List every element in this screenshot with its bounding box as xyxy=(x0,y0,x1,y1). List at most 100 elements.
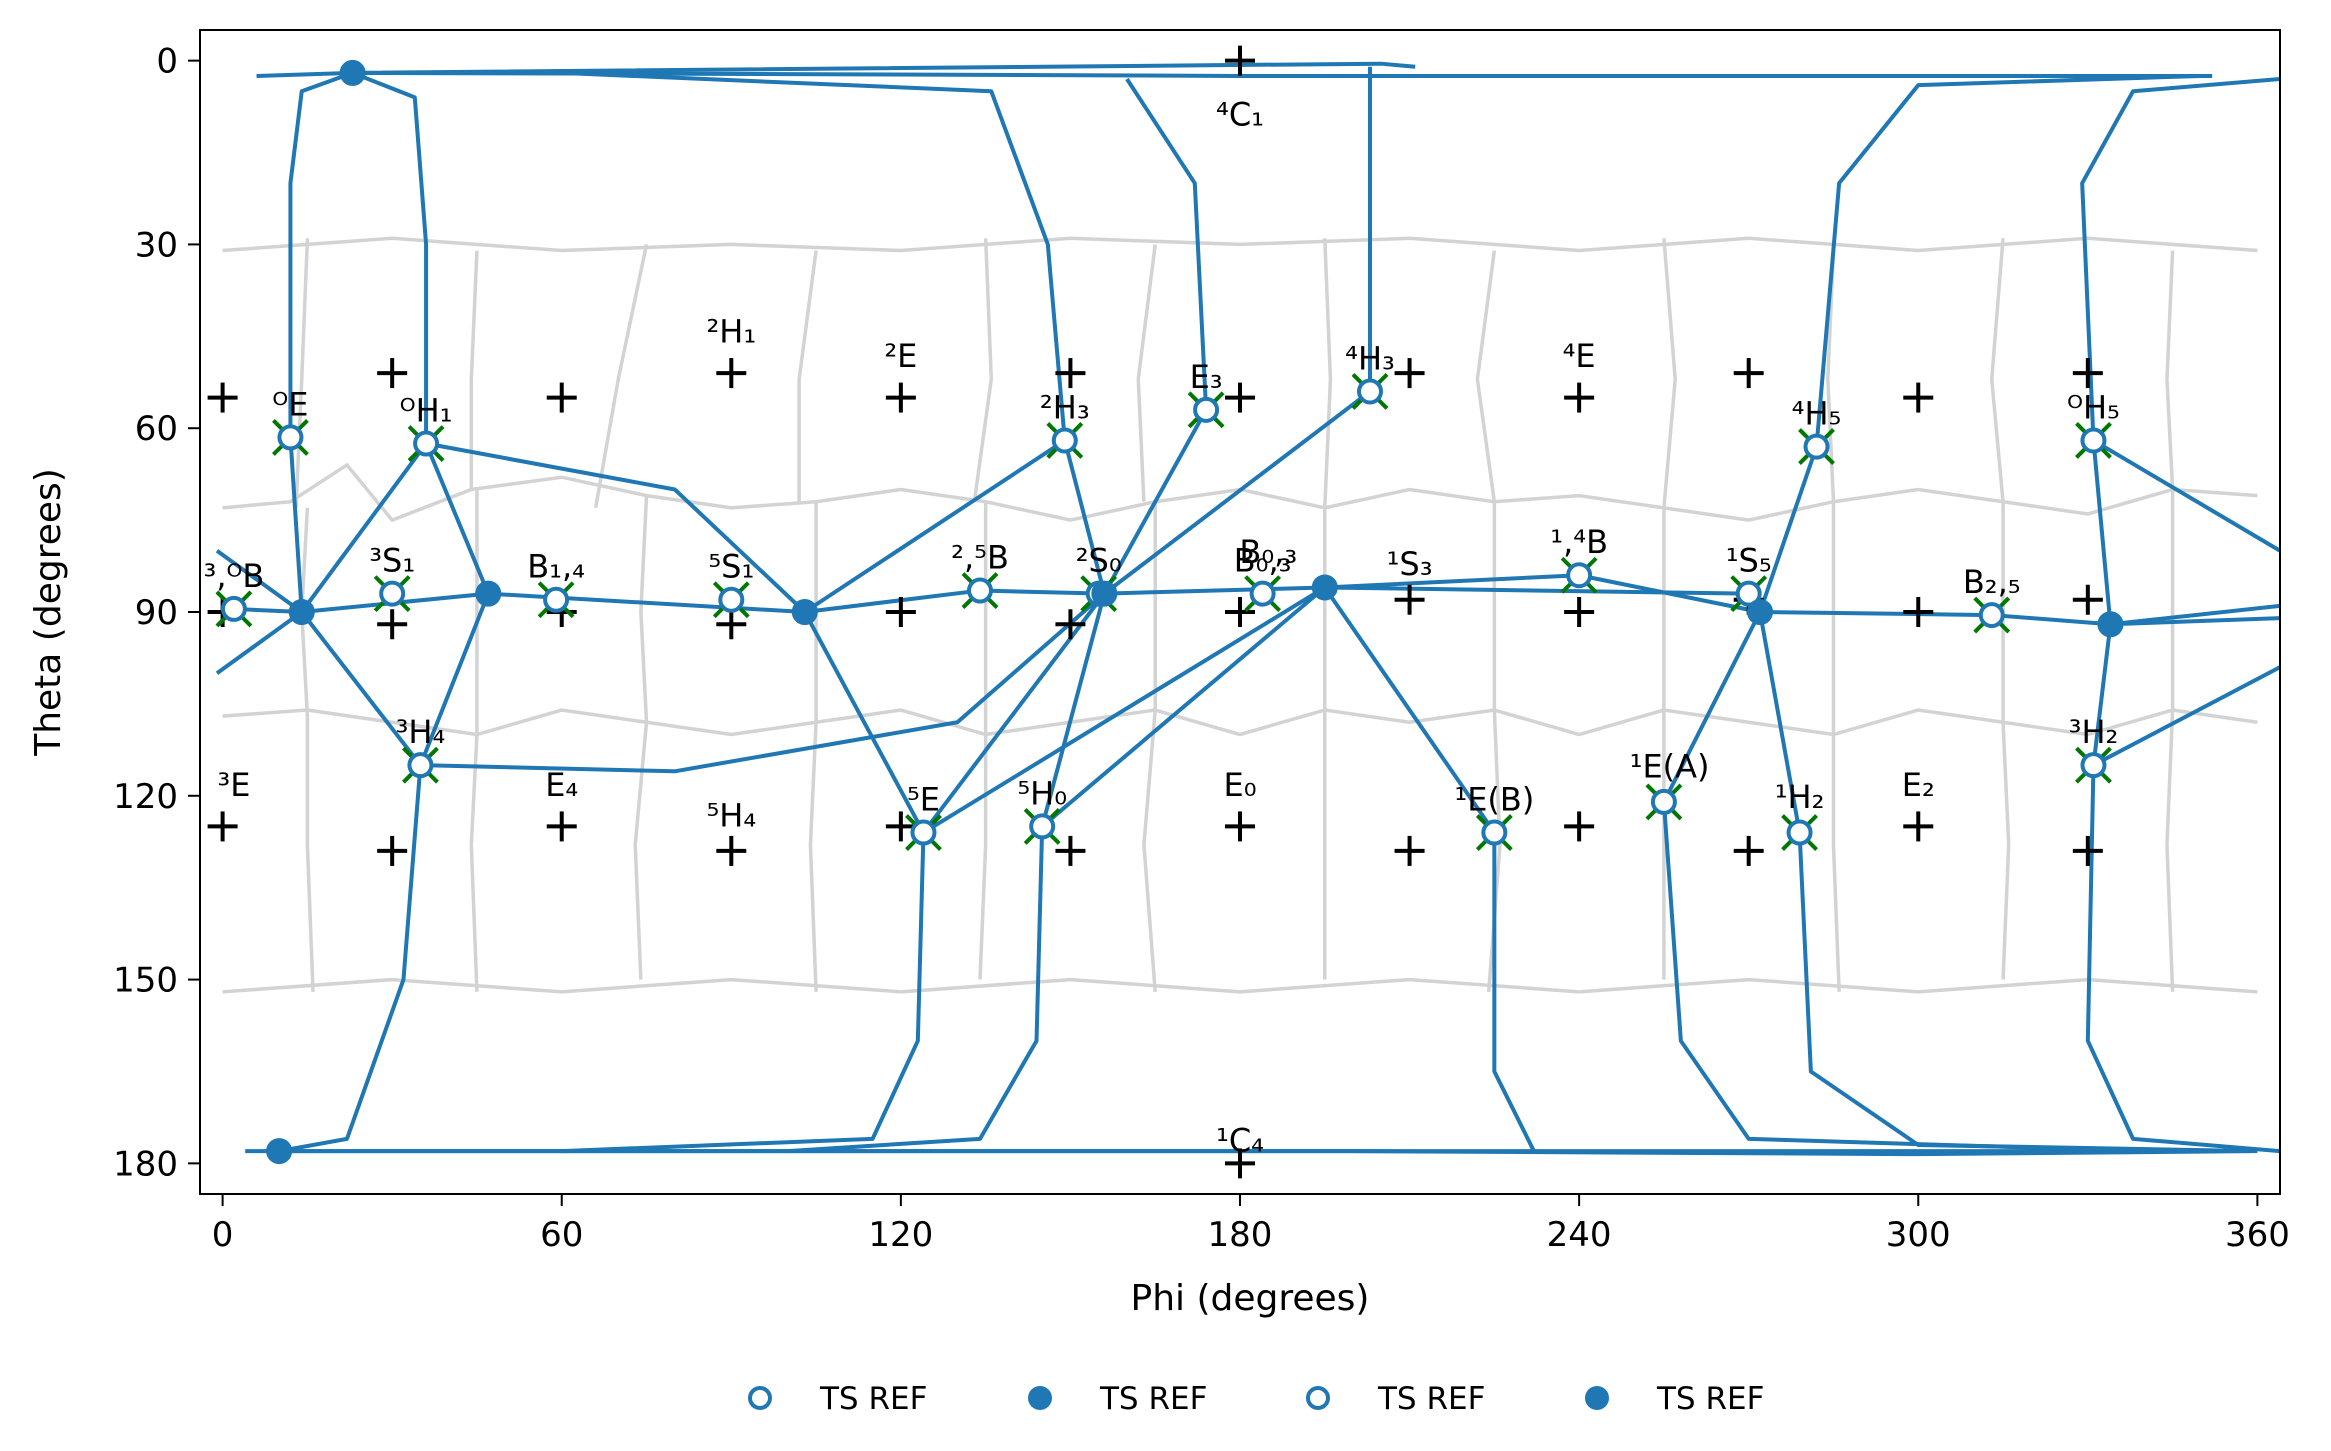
pathway-line xyxy=(787,826,1045,1154)
pathway-line xyxy=(215,549,303,614)
region-label: E₀ xyxy=(1223,766,1256,804)
pathway-line xyxy=(215,610,303,675)
pathway-line xyxy=(1797,832,2258,1154)
voronoi-edge xyxy=(978,734,988,980)
region-label: ⁵H₄ xyxy=(706,796,756,834)
y-tick-label: 60 xyxy=(135,409,178,449)
pucker-center-label: ¹C₄ xyxy=(1216,1121,1264,1159)
ts-label: ⁵H₀ xyxy=(1017,774,1067,812)
minimum-point xyxy=(288,599,315,625)
ts-point xyxy=(718,586,745,613)
ts-label: ⁵S₁ xyxy=(708,548,754,586)
legend-marker-filled xyxy=(1028,1386,1052,1410)
voronoi-edge xyxy=(1142,709,1157,992)
ts-label: ⁴H₃ xyxy=(1345,339,1395,377)
legend-label: TS REF xyxy=(1099,1381,1207,1417)
ts-point xyxy=(1249,580,1276,607)
pathway-line xyxy=(1103,389,1372,596)
pathway-line xyxy=(561,70,1067,441)
ts-label: ³,ᴼB xyxy=(204,557,265,595)
voronoi-edge xyxy=(222,977,2258,994)
ts-point xyxy=(407,752,434,779)
pathway-line xyxy=(1102,408,1208,595)
ts-point xyxy=(220,595,247,622)
pathway-line xyxy=(2092,438,2280,553)
pathway-line xyxy=(1323,586,1496,834)
x-tick-label: 0 xyxy=(212,1215,234,1255)
region-label: ¹E(A) xyxy=(1630,747,1710,785)
ts-label: B₀,₃ xyxy=(1234,542,1292,580)
voronoi-edge xyxy=(1662,238,1677,509)
pathway-line xyxy=(803,611,926,834)
y-axis-title: Theta (degrees) xyxy=(28,468,69,757)
legend-label: TS REF xyxy=(819,1381,927,1417)
pathway-line xyxy=(1661,801,2145,1154)
pathway-line xyxy=(2092,665,2280,767)
voronoi-edge xyxy=(1475,250,1497,502)
pathway-line xyxy=(256,70,2213,78)
voronoi-edge xyxy=(1136,244,1157,502)
pathway-line xyxy=(1040,585,1327,828)
ts-label: ᴼH₁ xyxy=(400,392,453,430)
ts-point xyxy=(1481,819,1508,846)
ts-label: ²,⁵B xyxy=(951,539,1009,577)
voronoi-edge xyxy=(1831,734,1841,992)
ts-label: B₁,₄ xyxy=(527,548,585,586)
minimum-point xyxy=(1747,599,1773,625)
minimum-point xyxy=(266,1138,293,1165)
ts-label: ²H₃ xyxy=(1040,388,1090,426)
voronoi-edge xyxy=(1323,238,1333,508)
ts-point xyxy=(1193,396,1220,423)
legend-label: TS REF xyxy=(1656,1381,1764,1417)
ts-point xyxy=(1357,378,1383,405)
ts-point xyxy=(1978,602,2005,629)
pathway-line xyxy=(1324,585,1749,596)
legend-marker-open xyxy=(748,1386,772,1410)
ts-point xyxy=(1803,433,1830,460)
ts-label: ⁴H₅ xyxy=(1792,395,1842,433)
pathway-line xyxy=(921,592,1106,834)
y-tick-label: 30 xyxy=(135,225,178,265)
pathway-line xyxy=(1758,445,1819,613)
minimum-point xyxy=(2097,611,2124,638)
pucker-center-label: ⁴C₁ xyxy=(1216,96,1264,134)
y-tick-label: 90 xyxy=(135,593,178,633)
voronoi-edge xyxy=(972,238,994,502)
voronoi-edge xyxy=(633,722,649,980)
ts-label: ³H₄ xyxy=(396,713,446,751)
ts-point xyxy=(1051,427,1078,454)
minimum-point xyxy=(475,580,502,607)
pathway-line xyxy=(561,832,926,1154)
minimum-point xyxy=(1311,574,1338,601)
transition-state-markers: ᴼE ᴼH₁ ³,ᴼB ³S₁ B₁,₄ ⁵S₁ ²,⁵B ²S₀ ²H₃ E₃ ⁴H₃ B₀,₃ ¹,… xyxy=(204,339,2120,851)
y-tick-label: 150 xyxy=(113,961,178,1001)
voronoi-edge xyxy=(808,722,818,992)
pathway-line xyxy=(418,592,491,766)
minimum-point xyxy=(1091,580,1118,607)
x-tick-label: 180 xyxy=(1208,1215,1273,1255)
pathway-line xyxy=(2085,765,2280,1154)
pathway-line xyxy=(2091,624,2113,766)
x-tick-label: 240 xyxy=(1547,1215,1612,1255)
legend: TS REF TS REF TS REF TS REF xyxy=(748,1381,1764,1417)
ts-point xyxy=(413,430,440,457)
pathway-line xyxy=(922,585,1326,835)
x-tick-label: 360 xyxy=(2225,1215,2290,1255)
pathway-line xyxy=(1062,439,1107,595)
region-label: ²H₁ xyxy=(706,312,756,350)
y-axis: 0 30 60 90 120 150 180 xyxy=(113,42,200,1184)
voronoi-edge xyxy=(639,495,649,723)
pathway-line xyxy=(1492,832,1536,1153)
pathway-line xyxy=(1758,611,1802,833)
legend-marker-filled xyxy=(1585,1386,1609,1410)
ts-point xyxy=(277,424,304,451)
pathway-line xyxy=(803,438,1066,614)
minimum-markers xyxy=(266,59,2124,1165)
pathway-line xyxy=(1662,611,1762,803)
ts-label: ³S₁ xyxy=(369,542,415,580)
voronoi-edge xyxy=(1989,238,2005,502)
region-label: ¹H₂ xyxy=(1775,778,1825,816)
voronoi-edge xyxy=(222,708,2258,737)
voronoi-edge xyxy=(222,462,2258,523)
